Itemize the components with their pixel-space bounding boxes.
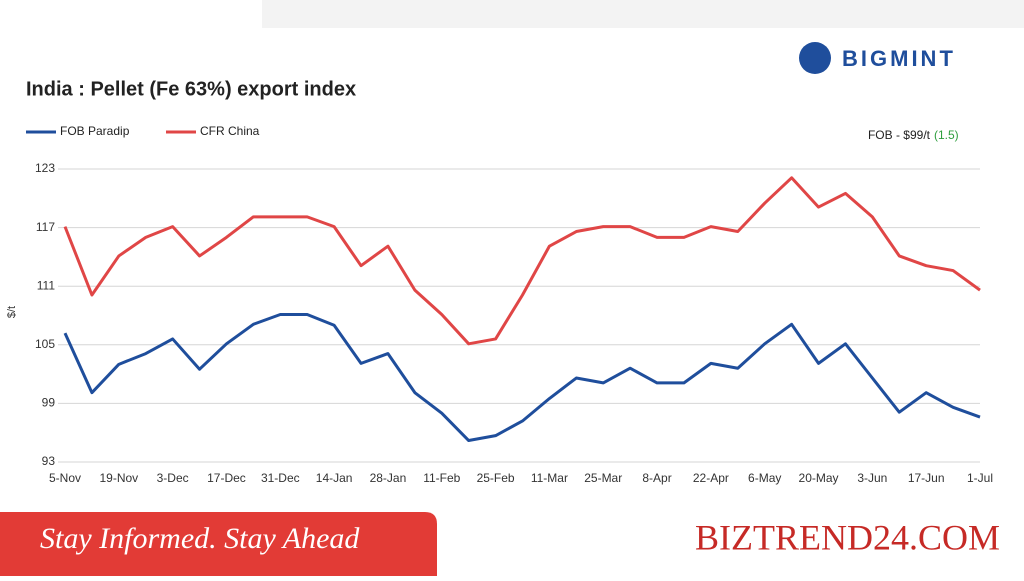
y-axis-label: $/t	[6, 306, 18, 318]
x-tick-label: 11-Mar	[531, 471, 568, 485]
x-tick-label: 25-Mar	[584, 471, 622, 485]
banner-tag	[0, 512, 437, 576]
x-tick-label: 8-Apr	[642, 471, 671, 485]
x-tick-label: 17-Dec	[207, 471, 246, 485]
banner-tagline: Stay Informed. Stay Ahead	[40, 522, 360, 555]
y-tick-label: 105	[35, 337, 55, 351]
x-tick-label: 3-Dec	[157, 471, 189, 485]
x-tick-label: 1-Jul	[967, 471, 993, 485]
y-tick-label: 117	[36, 220, 55, 234]
x-tick-label: 6-May	[748, 471, 781, 485]
x-tick-label: 22-Apr	[693, 471, 729, 485]
y-tick-label: 93	[42, 454, 56, 468]
series-line	[63, 176, 981, 346]
annotation: FOB - $99/t	[868, 128, 931, 142]
x-tick-label: 31-Dec	[261, 471, 300, 485]
x-tick-label: 11-Feb	[423, 471, 460, 485]
y-tick-label: 123	[35, 161, 55, 175]
x-tick-label: 3-Jun	[857, 471, 887, 485]
chart-title: India : Pellet (Fe 63%) export index	[26, 78, 356, 100]
x-tick-label: 5-Nov	[49, 471, 81, 485]
top-strip	[262, 0, 1024, 28]
x-tick-label: 28-Jan	[370, 471, 407, 485]
annotation-change: (1.5)	[934, 128, 959, 142]
x-tick-label: 25-Feb	[477, 471, 515, 485]
y-tick-label: 111	[37, 278, 56, 292]
y-tick-label: 99	[42, 396, 56, 410]
x-tick-label: 19-Nov	[99, 471, 138, 485]
series-line	[63, 313, 981, 443]
legend-label: CFR China	[200, 124, 260, 138]
logo-icon	[799, 42, 831, 74]
banner-site: BIZTREND24.COM	[695, 517, 1000, 557]
x-tick-label: 14-Jan	[316, 471, 353, 485]
x-tick-label: 20-May	[799, 471, 839, 485]
x-tick-label: 17-Jun	[908, 471, 945, 485]
legend-label: FOB Paradip	[60, 124, 130, 138]
brand: BIGMINT	[842, 46, 956, 71]
